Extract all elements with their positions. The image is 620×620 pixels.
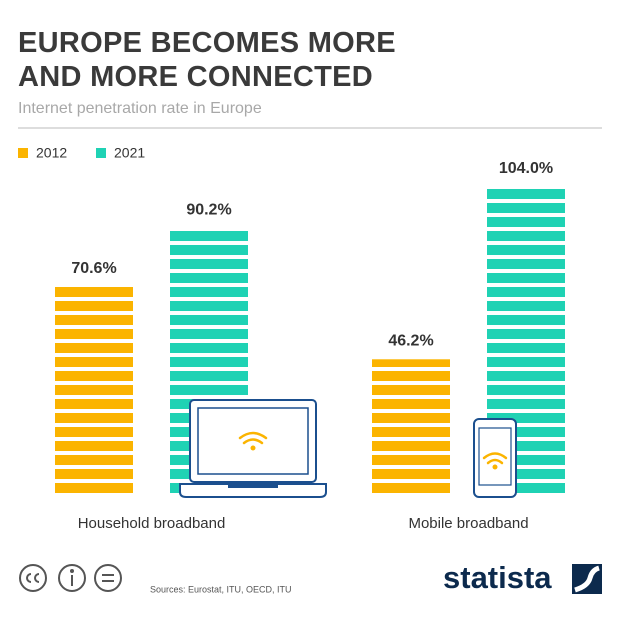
legend-label: 2012 xyxy=(36,145,67,161)
x-tick-label: Mobile broadband xyxy=(408,515,528,532)
bar xyxy=(55,286,133,497)
value-label: 46.2% xyxy=(388,333,433,350)
source: Sources: Eurostat, ITU, OECD, ITU xyxy=(150,584,292,594)
value-label: 70.6% xyxy=(71,260,116,277)
chart-subtitle: Internet penetration rate in Europe xyxy=(18,100,262,117)
value-label: 104.0% xyxy=(499,160,553,177)
license-icons xyxy=(19,564,122,592)
legend-label: 2021 xyxy=(114,145,145,161)
brand: statista xyxy=(443,560,552,595)
brand-icon xyxy=(572,564,602,594)
legend-swatch xyxy=(18,148,28,158)
phone-icon xyxy=(473,418,517,498)
laptop-icon xyxy=(179,399,327,498)
bar xyxy=(372,359,450,497)
x-tick-label: Household broadband xyxy=(78,515,226,532)
value-label: 90.2% xyxy=(186,201,231,218)
chart-title: EUROPE BECOMES MORE AND MORE CONNECTED xyxy=(18,27,396,93)
legend-swatch xyxy=(96,148,106,158)
